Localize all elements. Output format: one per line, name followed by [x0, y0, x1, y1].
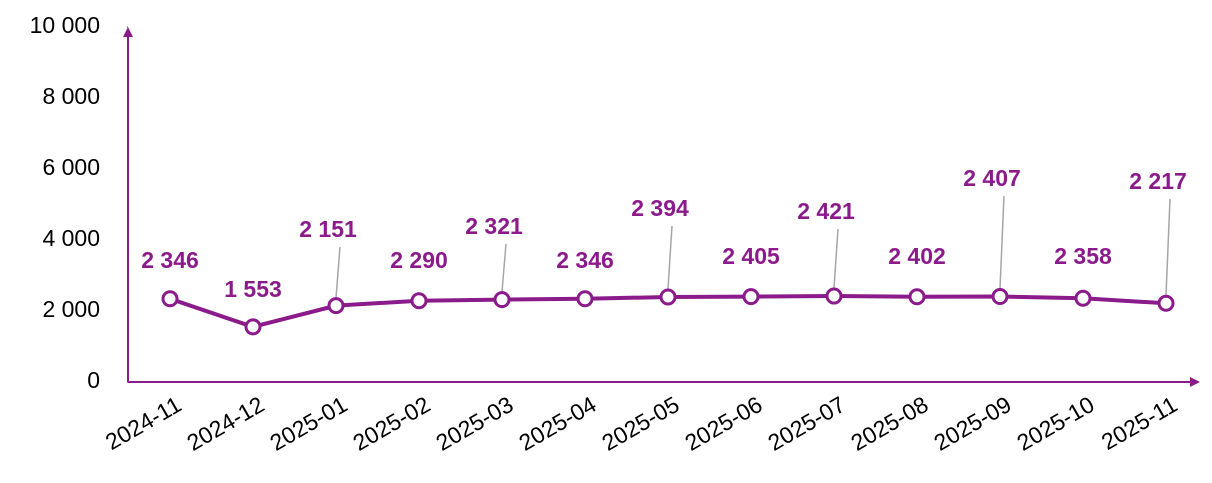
x-tick-label: 2025-03 — [431, 391, 517, 456]
leader-line — [833, 228, 839, 289]
data-label: 2 405 — [722, 243, 780, 269]
y-tick-label: 10 000 — [30, 12, 100, 38]
point — [742, 288, 760, 306]
y-tick-label: 8 000 — [42, 83, 100, 109]
leader-line — [667, 225, 673, 290]
x-tick-label: 2025-09 — [929, 391, 1015, 456]
point — [410, 292, 428, 310]
x-tick-label: 2025-01 — [265, 391, 351, 456]
leader-line — [501, 243, 507, 292]
data-label: 2 402 — [888, 243, 946, 269]
data-label: 1 553 — [224, 276, 282, 302]
leader-line — [1165, 198, 1171, 296]
data-label: 2 394 — [631, 195, 689, 221]
leader-line — [335, 246, 341, 298]
x-tick-label: 2025-07 — [763, 391, 849, 456]
point — [493, 291, 511, 309]
x-tick-label: 2025-04 — [514, 391, 600, 456]
point — [1074, 289, 1092, 307]
point — [825, 287, 843, 305]
x-tick-label: 2025-11 — [1097, 391, 1182, 455]
y-tick-label: 0 — [87, 367, 100, 393]
data-label: 2 407 — [963, 165, 1021, 191]
point — [659, 288, 677, 306]
x-tick-label: 2024-11 — [101, 391, 186, 455]
point — [908, 288, 926, 306]
point — [327, 297, 345, 315]
leader-line — [999, 195, 1005, 289]
x-axis-arrow — [1190, 377, 1200, 387]
point — [161, 290, 179, 308]
y-tick-label: 6 000 — [42, 154, 100, 180]
x-tick-label: 2025-10 — [1012, 391, 1098, 456]
point — [244, 318, 262, 336]
data-label: 2 151 — [299, 216, 357, 242]
x-tick-label: 2025-08 — [846, 391, 932, 456]
x-tick-label: 2024-12 — [182, 391, 268, 456]
data-label: 2 321 — [465, 213, 523, 239]
x-tick-label: 2025-06 — [680, 391, 766, 456]
point — [1157, 294, 1175, 312]
point — [991, 288, 1009, 306]
y-axis-arrow — [123, 27, 133, 37]
data-label: 2 346 — [141, 247, 199, 273]
point — [576, 290, 594, 308]
y-tick-label: 4 000 — [42, 225, 100, 251]
x-tick-label: 2025-05 — [597, 391, 683, 456]
data-label: 2 358 — [1054, 243, 1112, 269]
data-label: 2 290 — [390, 247, 448, 273]
data-label: 2 217 — [1129, 168, 1187, 194]
data-label: 2 346 — [556, 247, 614, 273]
data-label: 2 421 — [797, 198, 855, 224]
x-tick-label: 2025-02 — [348, 391, 434, 456]
y-tick-label: 2 000 — [42, 296, 100, 322]
